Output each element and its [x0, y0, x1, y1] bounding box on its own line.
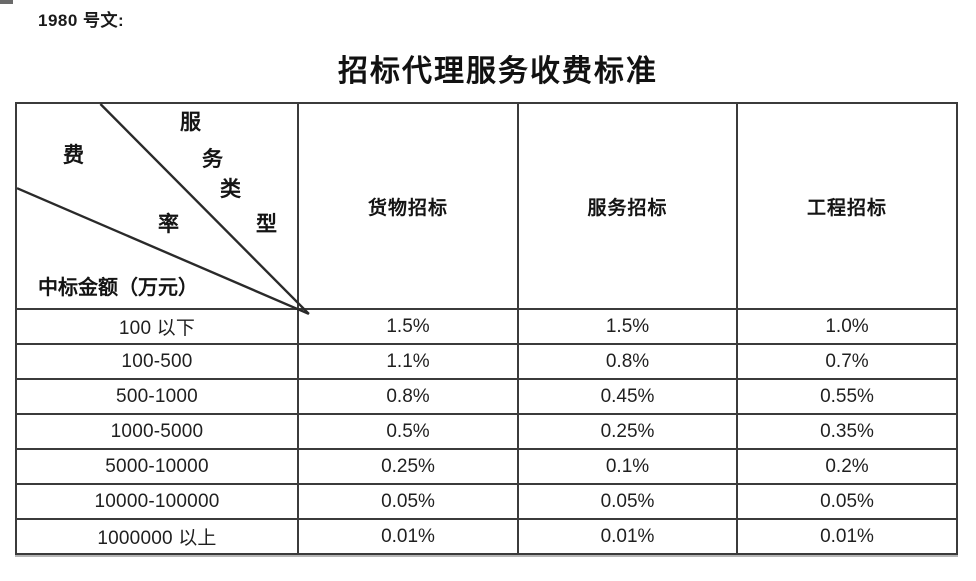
row-range-cell: 5000-10000 — [15, 448, 299, 485]
rate-cell: 0.1% — [517, 448, 738, 485]
scan-artifact — [0, 0, 13, 4]
header-row: 费 率 服 务 类 型 中标金额（万元） 货物招标 服务招标 工程招标 — [15, 102, 958, 316]
corner-fee-char-2: 率 — [158, 212, 179, 236]
corner-service-char-4: 型 — [256, 212, 277, 236]
row-range-cell: 100 以下 — [15, 308, 299, 345]
rate-cell: 1.5% — [517, 308, 738, 345]
rate-cell: 0.25% — [517, 413, 738, 450]
column-header-engineering: 工程招标 — [736, 102, 958, 310]
corner-amount-label: 中标金额（万元） — [38, 277, 198, 299]
diagonal-lines — [16, 103, 310, 316]
fee-table: 费 率 服 务 类 型 中标金额（万元） 货物招标 服务招标 工程招标 100 … — [15, 102, 958, 555]
rate-cell: 0.55% — [736, 378, 958, 415]
table-row: 1000000 以上 0.01% 0.01% 0.01% — [15, 518, 958, 555]
corner-fee-char-1: 费 — [63, 143, 84, 167]
table-row: 5000-10000 0.25% 0.1% 0.2% — [15, 448, 958, 485]
rate-cell: 0.45% — [517, 378, 738, 415]
rate-cell: 0.8% — [297, 378, 519, 415]
row-range-cell: 10000-100000 — [15, 483, 299, 520]
rate-cell: 0.7% — [736, 343, 958, 380]
page-title: 招标代理服务收费标准 — [338, 55, 658, 88]
rate-cell: 1.5% — [297, 308, 519, 345]
rate-cell: 0.01% — [517, 518, 738, 555]
rate-cell: 0.01% — [736, 518, 958, 555]
row-range-cell: 100-500 — [15, 343, 299, 380]
rate-cell: 0.05% — [517, 483, 738, 520]
rate-cell: 0.35% — [736, 413, 958, 450]
rate-cell: 0.5% — [297, 413, 519, 450]
row-range-cell: 1000-5000 — [15, 413, 299, 450]
corner-service-char-2: 务 — [202, 147, 223, 171]
rate-cell: 0.25% — [297, 448, 519, 485]
doc-ref: 1980 号文: — [38, 11, 125, 30]
corner-service-char-3: 类 — [220, 177, 241, 201]
row-range-cell: 500-1000 — [15, 378, 299, 415]
rate-cell: 0.05% — [297, 483, 519, 520]
table-row: 10000-100000 0.05% 0.05% 0.05% — [15, 483, 958, 520]
fee-table-body: 100 以下 1.5% 1.5% 1.0% 100-500 1.1% 0.8% 0.7% 500… — [15, 308, 958, 555]
corner-cell: 费 率 服 务 类 型 中标金额（万元） — [15, 102, 310, 316]
rate-cell: 0.8% — [517, 343, 738, 380]
table-row: 100-500 1.1% 0.8% 0.7% — [15, 343, 958, 380]
row-range-cell: 1000000 以上 — [15, 518, 299, 555]
corner-service-char-1: 服 — [180, 110, 201, 134]
rate-cell: 0.2% — [736, 448, 958, 485]
rate-cell: 1.1% — [297, 343, 519, 380]
rate-cell: 1.0% — [736, 308, 958, 345]
rate-cell: 0.01% — [297, 518, 519, 555]
column-header-services: 服务招标 — [517, 102, 738, 310]
column-header-goods: 货物招标 — [297, 102, 519, 310]
table-row: 500-1000 0.8% 0.45% 0.55% — [15, 378, 958, 415]
table-row: 1000-5000 0.5% 0.25% 0.35% — [15, 413, 958, 450]
rate-cell: 0.05% — [736, 483, 958, 520]
table-row: 100 以下 1.5% 1.5% 1.0% — [15, 308, 958, 345]
